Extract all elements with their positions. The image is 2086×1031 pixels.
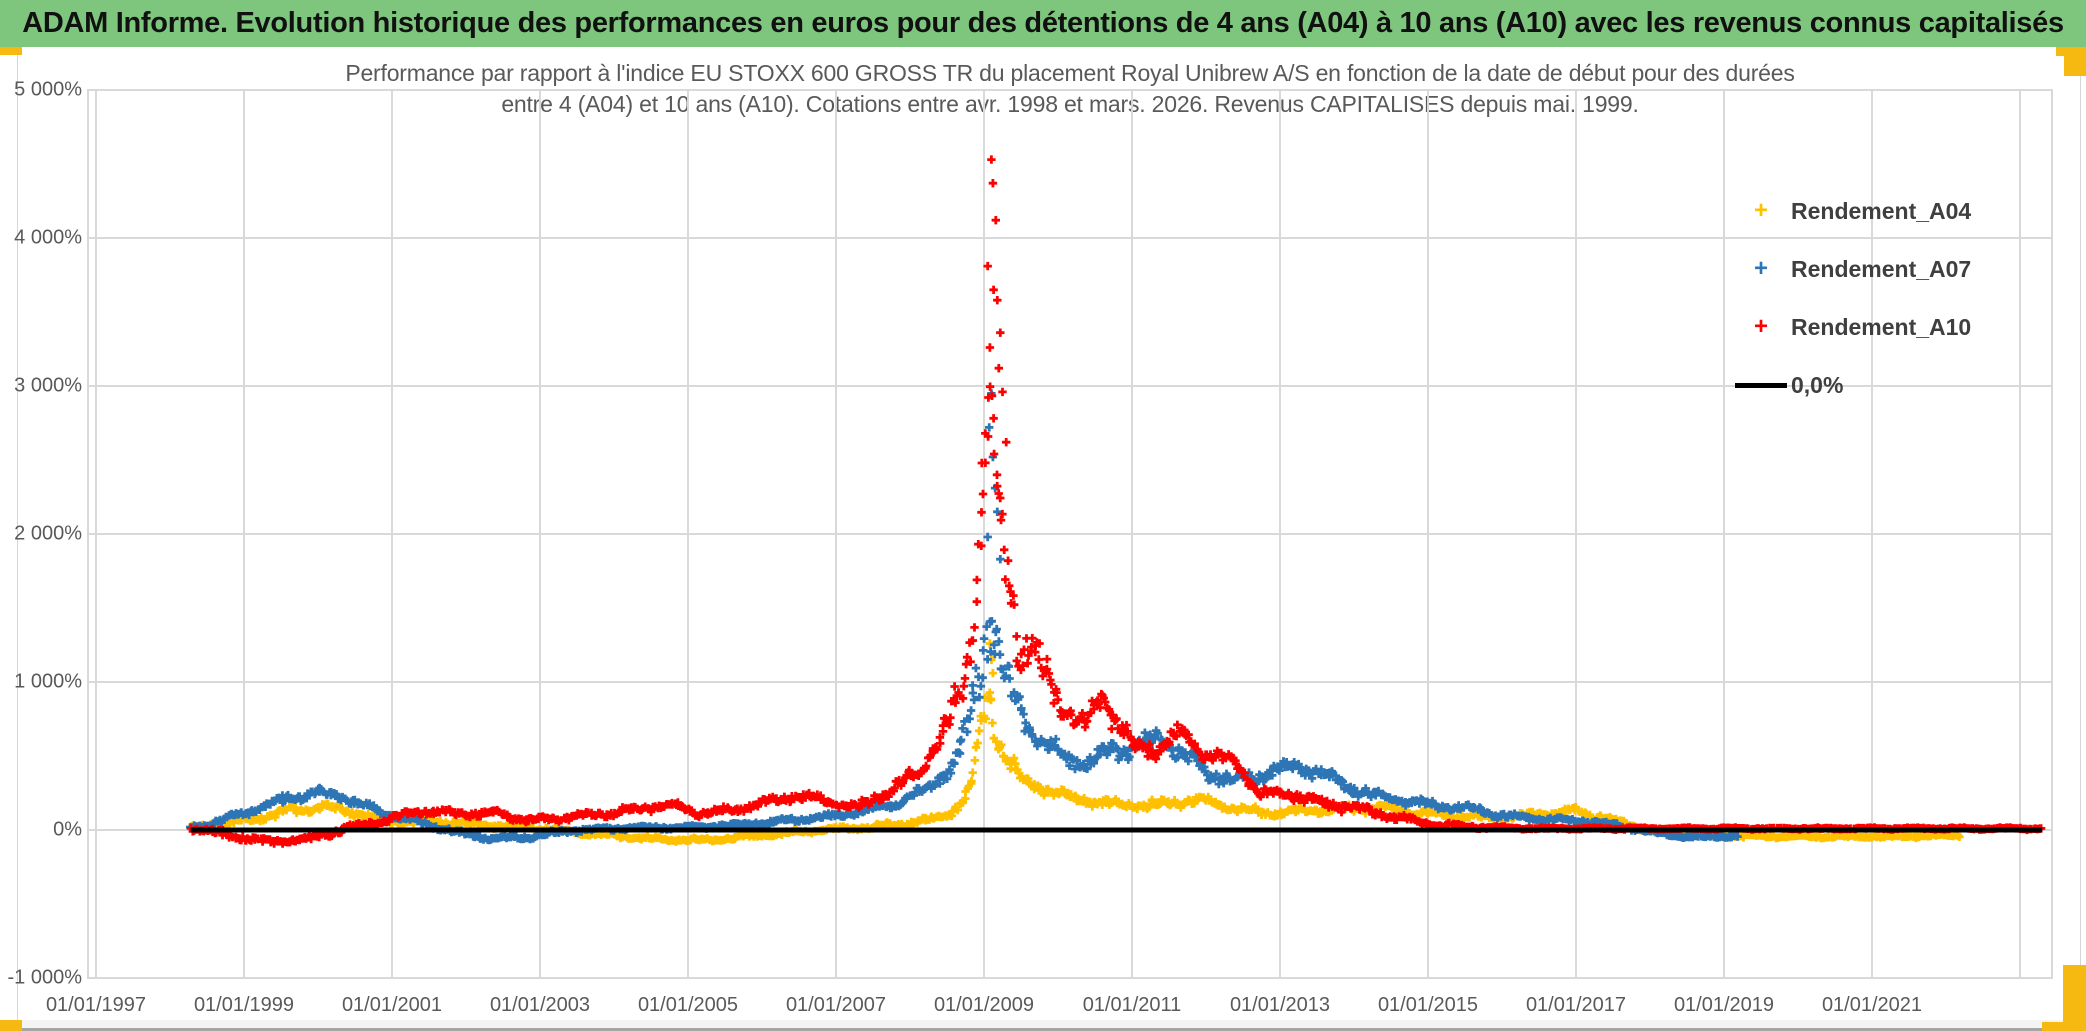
x-axis-tick-label: 01/01/2019 (1673, 994, 1775, 1016)
y-axis-tick-label: 1 000% (14, 670, 82, 693)
x-axis-tick-label: 01/01/2009 (933, 994, 1035, 1016)
legend-plus-marker-icon: + (1753, 255, 1768, 282)
x-axis-tick-label: 01/01/1999 (193, 994, 295, 1016)
legend-item-rendement-a10[interactable]: + Rendement_A10 (1735, 298, 1971, 356)
x-axis-tick-label: 01/01/2021 (1821, 994, 1923, 1016)
accent-top-right (2064, 47, 2086, 76)
accent-bottom-right-bar (2063, 965, 2086, 1031)
y-axis-tick-label: 3 000% (14, 374, 82, 397)
x-axis-tick-label: 01/01/2003 (489, 994, 591, 1016)
legend-item-label: Rendement_A10 (1791, 313, 1972, 340)
legend-plus-marker-icon: + (1753, 313, 1768, 340)
legend-item-label: 0,0% (1791, 371, 1844, 398)
legend-item-rendement-a04[interactable]: + Rendement_A04 (1735, 182, 1971, 240)
legend-line-marker-icon (1735, 382, 1787, 388)
chart-title-line-2: entre 4 (A04) et 10 ans (A10). Cotations… (501, 91, 1639, 117)
chart-title: Performance par rapport à l'indice EU ST… (88, 58, 2052, 120)
legend-item-label: Rendement_A04 (1791, 197, 1972, 224)
plot-border (87, 89, 2053, 979)
y-axis-tick-label: -1 000% (7, 966, 83, 989)
report-banner: ADAM Informe. Evolution historique des p… (0, 0, 2086, 47)
x-axis-tick-label: 01/01/2007 (785, 994, 887, 1016)
x-axis-tick-label: 01/01/2001 (341, 994, 443, 1016)
y-axis-tick-label: 0% (53, 818, 82, 841)
x-axis-tick-label: 01/01/2015 (1377, 994, 1479, 1016)
accent-bottom-right-lip (2042, 1022, 2086, 1031)
y-axis-tick-label: 5 000% (14, 78, 82, 101)
series-Rendement_A07[interactable] (186, 389, 1742, 845)
accent-bottom-left (0, 1020, 22, 1031)
y-axis-tick-label: 2 000% (14, 522, 82, 545)
chart-title-line-1: Performance par rapport à l'indice EU ST… (345, 60, 1795, 86)
bottom-scroll-strip (0, 1020, 2086, 1031)
chart-legend: + Rendement_A04 + Rendement_A07 + Rendement_A… (1735, 182, 1971, 414)
legend-item-rendement-a07[interactable]: + Rendement_A07 (1735, 240, 1971, 298)
legend-item-label: Rendement_A07 (1791, 255, 1972, 282)
legend-item-0-0-[interactable]: 0,0% (1735, 356, 1971, 414)
x-axis-tick-label: 01/01/2011 (1082, 994, 1182, 1016)
x-axis-tick-label: 01/01/2013 (1229, 994, 1331, 1016)
x-axis-tick-label: 01/01/2005 (637, 994, 739, 1016)
x-axis-tick-label: 01/01/1997 (45, 994, 147, 1016)
accent-top-left (0, 47, 22, 55)
legend-plus-marker-icon: + (1753, 197, 1768, 224)
report-banner-title: ADAM Informe. Evolution historique des p… (22, 7, 2064, 39)
y-axis-tick-label: 4 000% (14, 226, 82, 249)
x-axis-tick-label: 01/01/2017 (1525, 994, 1627, 1016)
